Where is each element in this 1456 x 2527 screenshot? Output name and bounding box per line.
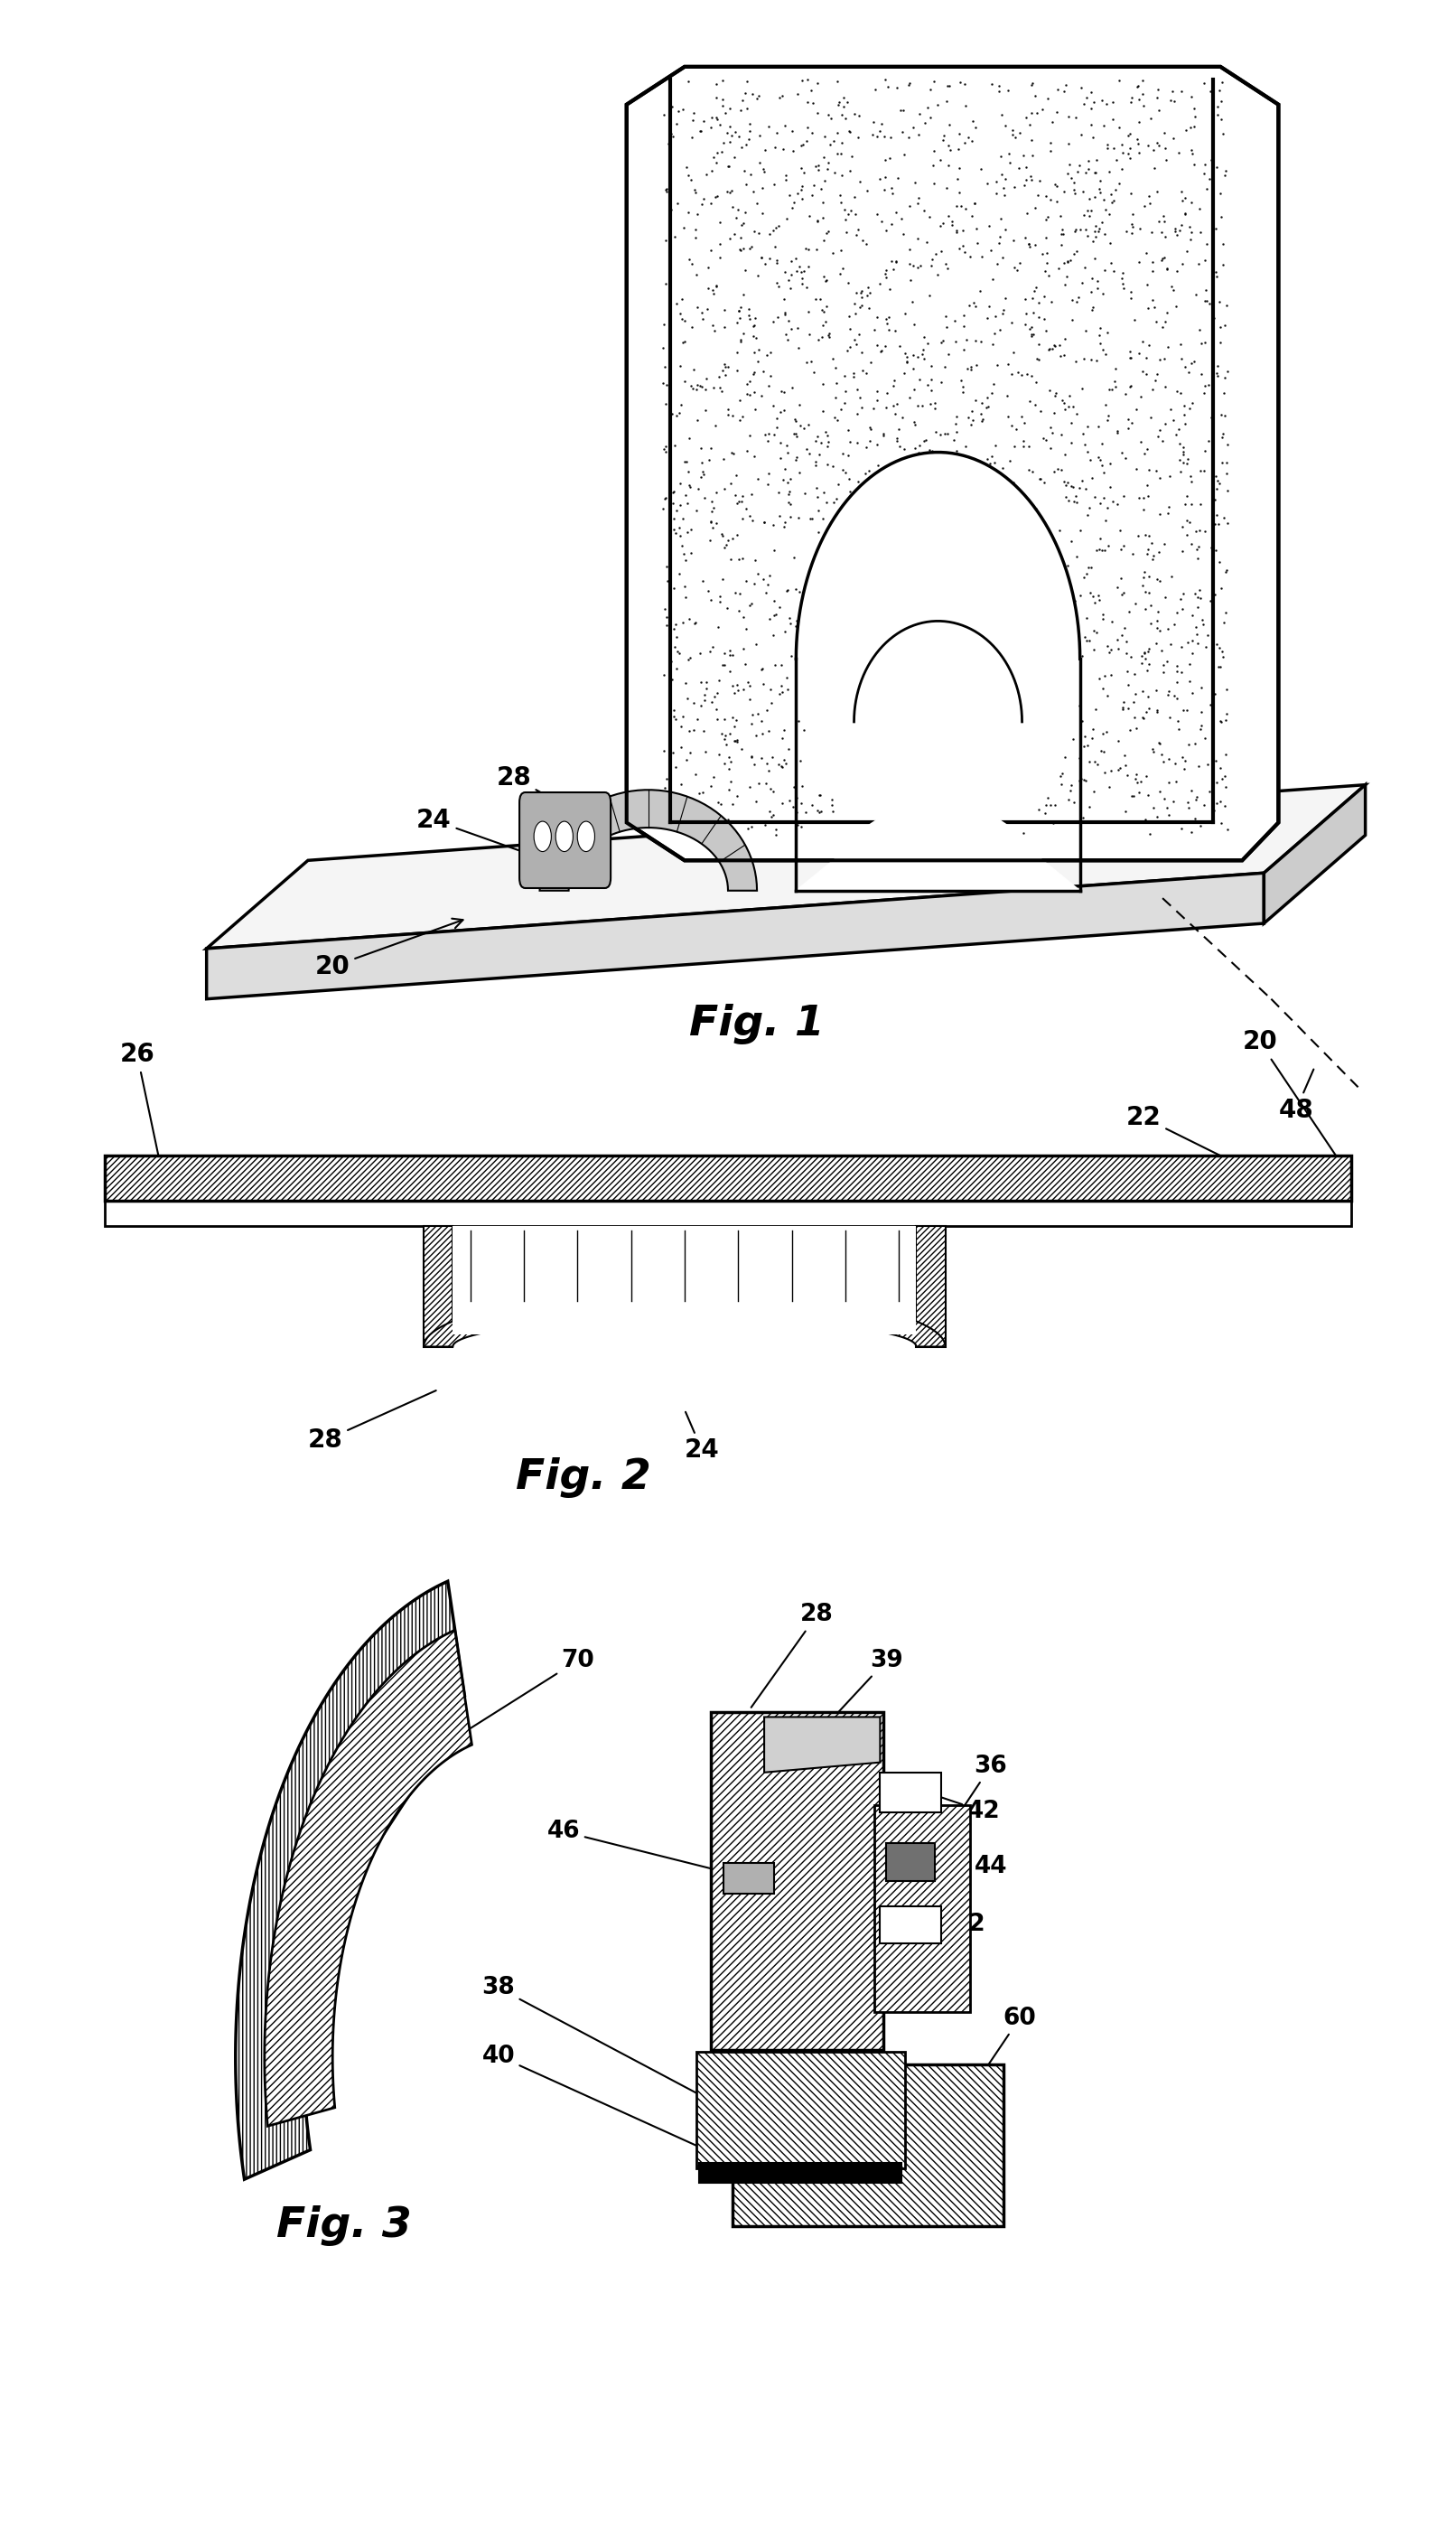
Text: 26: 26	[728, 126, 820, 195]
Text: 28: 28	[496, 766, 603, 826]
Text: 20: 20	[314, 917, 463, 978]
Text: 20: 20	[1242, 1028, 1348, 1175]
FancyBboxPatch shape	[732, 2065, 1003, 2226]
Text: 42: 42	[914, 1789, 1000, 1822]
Polygon shape	[207, 786, 1366, 948]
Text: Fig. 3: Fig. 3	[277, 2206, 412, 2247]
Polygon shape	[540, 791, 757, 890]
Text: 24: 24	[684, 1413, 719, 1463]
Polygon shape	[105, 1155, 1351, 1200]
Text: 40: 40	[482, 2044, 754, 2173]
Polygon shape	[1264, 786, 1366, 922]
Text: 60: 60	[935, 2006, 1037, 2143]
FancyBboxPatch shape	[696, 2052, 904, 2168]
Polygon shape	[453, 1226, 916, 1334]
Polygon shape	[699, 2163, 901, 2183]
FancyBboxPatch shape	[711, 1711, 882, 2049]
Polygon shape	[724, 1862, 775, 1893]
Text: Fig. 2: Fig. 2	[515, 1458, 651, 1499]
Text: 22: 22	[1010, 740, 1080, 836]
Polygon shape	[424, 1226, 453, 1347]
Polygon shape	[879, 1905, 941, 1943]
Polygon shape	[885, 1842, 935, 1880]
Text: 28: 28	[307, 1390, 435, 1453]
Circle shape	[578, 821, 594, 852]
FancyBboxPatch shape	[874, 1804, 970, 2011]
Polygon shape	[764, 1716, 879, 1771]
Polygon shape	[265, 1630, 472, 2125]
Polygon shape	[855, 622, 1022, 836]
Circle shape	[534, 821, 552, 852]
Text: 42: 42	[914, 1913, 986, 1936]
Circle shape	[556, 821, 574, 852]
Polygon shape	[207, 872, 1264, 998]
Text: 70: 70	[261, 1648, 594, 1860]
Text: 22: 22	[1127, 1104, 1332, 1210]
Text: 34: 34	[384, 1736, 457, 1835]
Text: Fig. 1: Fig. 1	[689, 1003, 824, 1044]
Text: 48: 48	[1278, 1069, 1313, 1122]
Polygon shape	[796, 452, 1080, 890]
Text: 28: 28	[751, 1602, 834, 1708]
Polygon shape	[236, 1582, 464, 2178]
Polygon shape	[916, 1226, 945, 1347]
Polygon shape	[879, 1771, 941, 1812]
Polygon shape	[424, 1291, 945, 1347]
Text: 38: 38	[482, 1976, 754, 2125]
Text: 36: 36	[923, 1754, 1008, 1867]
Text: 24: 24	[416, 809, 559, 864]
FancyBboxPatch shape	[520, 793, 610, 887]
Text: 26: 26	[119, 1041, 163, 1175]
Polygon shape	[626, 66, 1278, 859]
Text: 46: 46	[547, 1819, 747, 1878]
Polygon shape	[105, 1200, 1351, 1226]
Text: 39: 39	[824, 1648, 903, 1728]
Text: 44: 44	[914, 1855, 1008, 1878]
